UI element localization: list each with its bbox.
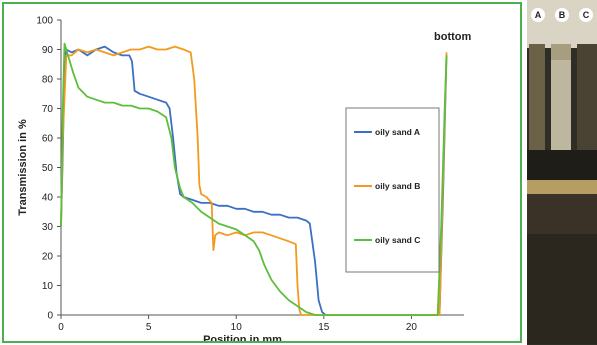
y-tick-label: 10 [42, 281, 54, 292]
sample-photo: A B C [527, 0, 597, 345]
y-tick-label: 40 [42, 193, 54, 204]
y-tick-label: 90 [42, 45, 54, 56]
x-tick-label: 15 [318, 322, 330, 333]
y-tick-label: 70 [42, 104, 54, 115]
bottom-annotation: bottom [434, 31, 471, 43]
y-tick-label: 100 [36, 16, 53, 27]
sample-tubes-image [527, 0, 597, 345]
x-tick-label: 5 [146, 322, 152, 333]
tube-label-a: A [531, 8, 545, 22]
y-tick-label: 20 [42, 252, 54, 263]
series-line-c [60, 42, 448, 316]
legend-label: oily sand C [375, 235, 420, 245]
tube-label-c: C [579, 8, 593, 22]
y-tick-label: 80 [42, 75, 54, 86]
legend-box [345, 107, 440, 273]
y-tick-label: 50 [42, 163, 54, 174]
y-tick-label: 30 [42, 222, 54, 233]
x-tick-label: 20 [406, 322, 418, 333]
legend-label: oily sand A [375, 127, 420, 137]
x-tick-label: 0 [58, 322, 64, 333]
tube-label-b: B [555, 8, 569, 22]
y-tick-label: 60 [42, 134, 54, 145]
transmission-chart: 0 10 20 30 40 50 60 70 80 90 100 0 5 10 15 20 Position i… [17, 16, 471, 342]
legend-label: oily sand B [375, 181, 420, 191]
y-tick-label: 0 [47, 311, 53, 322]
y-axis-label: Transmission in % [17, 119, 29, 216]
x-axis-label: Position in mm [203, 334, 282, 341]
chart-panel: 0 10 20 30 40 50 60 70 80 90 100 0 5 10 15 20 Position i… [2, 2, 522, 343]
x-tick-label: 10 [231, 322, 243, 333]
